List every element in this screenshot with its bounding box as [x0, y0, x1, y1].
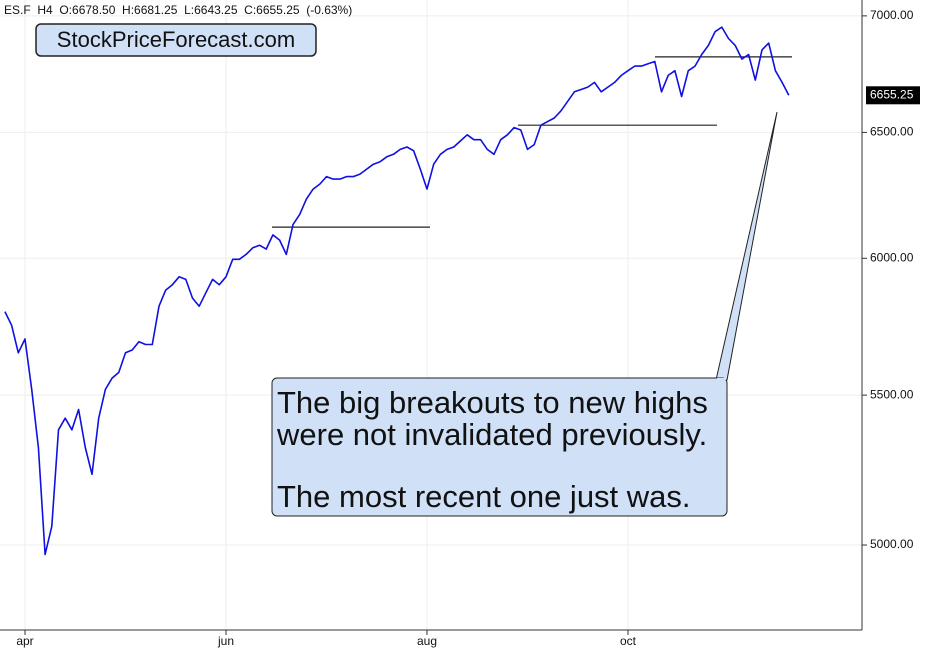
- annotation-line: were not invalidated previously.: [276, 417, 707, 452]
- header: ES.F H4 O:6678.50 H:6681.25 L:6643.25 C:…: [4, 3, 352, 17]
- last-price-box: [866, 86, 920, 105]
- title-badge: [35, 23, 317, 57]
- callout-box: [271, 377, 728, 517]
- annotation-line: The big breakouts to new highs: [277, 385, 708, 420]
- y-tick-label: 7000.00: [870, 8, 914, 22]
- x-tick-label: apr: [16, 634, 33, 648]
- last-price-label: 6655.25: [870, 87, 914, 101]
- y-tick-label: 5000.00: [870, 537, 914, 551]
- chart-title: StockPriceForecast.com: [57, 27, 295, 52]
- price-line: [4, 26, 790, 556]
- x-tick-label: jun: [217, 634, 234, 648]
- y-tick-label: 6000.00: [870, 250, 914, 264]
- x-tick-label: aug: [417, 634, 437, 648]
- y-tick-label: 5500.00: [870, 387, 914, 401]
- y-tick-label: 6500.00: [870, 125, 914, 139]
- x-tick-label: oct: [620, 634, 637, 648]
- annotation-line: The most recent one just was.: [277, 479, 691, 514]
- marks: [4, 26, 792, 556]
- grid: [0, 0, 862, 630]
